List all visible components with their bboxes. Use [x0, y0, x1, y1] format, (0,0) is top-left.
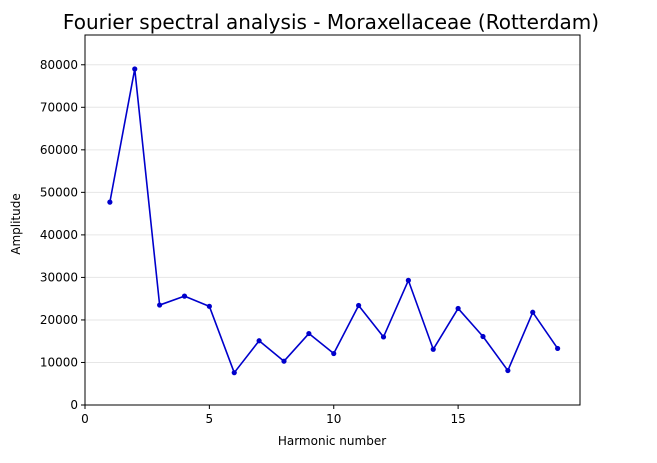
- data-point-8: [281, 358, 287, 364]
- data-point-4: [181, 293, 188, 299]
- y-tick-label-70000: 70000: [40, 100, 78, 114]
- data-point-18: [530, 309, 536, 315]
- data-point-5: [206, 303, 212, 309]
- data-point-7: [256, 338, 262, 344]
- y-tick-label-10000: 10000: [40, 355, 78, 369]
- data-point-1: [107, 199, 113, 205]
- y-tick-label-60000: 60000: [40, 143, 78, 157]
- y-tick-label-0: 0: [70, 398, 78, 412]
- data-point-16: [480, 333, 486, 340]
- x-tick-label-10: 10: [326, 412, 341, 426]
- data-point-10: [331, 350, 337, 357]
- data-point-14: [430, 346, 436, 352]
- data-point-12: [380, 334, 387, 340]
- x-axis-label: Harmonic number: [278, 434, 386, 448]
- data-point-19: [555, 345, 561, 352]
- y-tick-label-20000: 20000: [40, 313, 78, 327]
- data-point-13: [405, 277, 411, 283]
- x-tick-label-15: 15: [450, 412, 465, 426]
- y-axis-label: Amplitude: [9, 193, 23, 255]
- y-tick-label-40000: 40000: [40, 228, 78, 242]
- plot-frame: [84, 34, 581, 406]
- data-point-2: [132, 66, 138, 72]
- data-point-17: [505, 367, 511, 374]
- data-point-11: [356, 302, 362, 309]
- data-point-9: [306, 330, 312, 337]
- y-tick-label-50000: 50000: [40, 185, 78, 199]
- data-point-6: [231, 370, 237, 376]
- data-point-15: [455, 305, 461, 312]
- y-tick-label-30000: 30000: [40, 270, 78, 284]
- chart-title: Fourier spectral analysis - Moraxellacea…: [63, 10, 599, 34]
- series-layer: [107, 66, 561, 376]
- y-tick-label-80000: 80000: [40, 58, 78, 72]
- x-tick-label-0: 0: [81, 412, 89, 426]
- axes-layer: 0 10000 20000 30000 40000 50000 60000 70000 8000…: [40, 34, 581, 426]
- data-point-3: [157, 302, 163, 308]
- grid-layer: [85, 64, 580, 406]
- x-tick-label-5: 5: [206, 412, 214, 426]
